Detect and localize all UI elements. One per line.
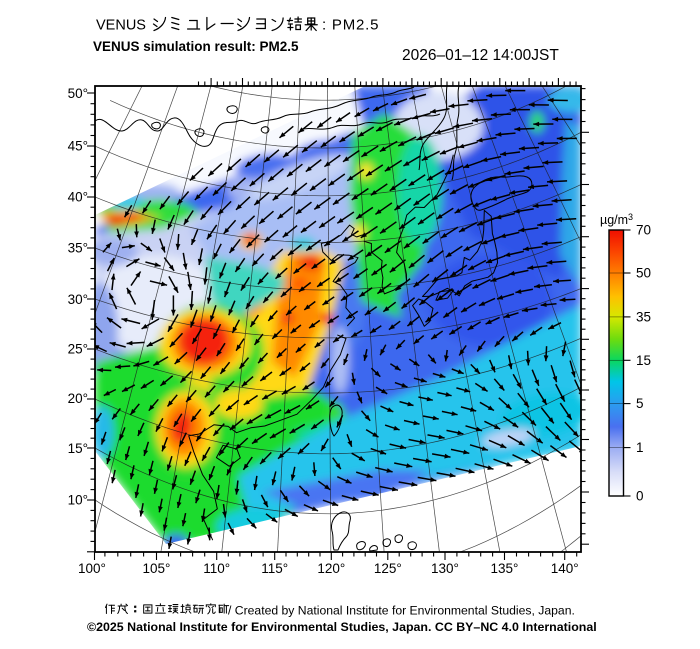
svg-text:VENUS: VENUS: [96, 18, 146, 34]
svg-text:30°: 30°: [68, 292, 88, 307]
svg-text:135°: 135°: [491, 561, 519, 576]
svg-text:15: 15: [636, 353, 651, 368]
svg-text:: PM2.5: : PM2.5: [322, 17, 379, 34]
svg-text:120°: 120°: [317, 561, 345, 576]
svg-text:15°: 15°: [68, 441, 88, 456]
svg-text:/ Created by National Institut: / Created by National Institute for Envi…: [228, 604, 575, 618]
svg-text:µg/m3: µg/m3: [600, 212, 633, 227]
svg-text:100°: 100°: [78, 561, 106, 576]
svg-text:1: 1: [636, 440, 644, 455]
svg-text:45°: 45°: [68, 138, 88, 153]
svg-text:130°: 130°: [431, 561, 459, 576]
svg-text:40°: 40°: [68, 190, 88, 205]
svg-text:25°: 25°: [68, 342, 88, 357]
svg-text:115°: 115°: [261, 561, 288, 576]
svg-text:110°: 110°: [203, 561, 230, 576]
svg-text:0: 0: [636, 489, 644, 504]
svg-text:50: 50: [636, 266, 651, 281]
svg-text:20°: 20°: [68, 391, 88, 406]
svg-text:105°: 105°: [143, 561, 171, 576]
svg-text:35: 35: [636, 309, 651, 324]
svg-text:70: 70: [636, 223, 651, 238]
svg-text:5: 5: [636, 396, 644, 411]
svg-text:50°: 50°: [68, 86, 88, 101]
svg-text:125°: 125°: [374, 561, 402, 576]
svg-text:10°: 10°: [68, 493, 88, 508]
svg-text:140°: 140°: [551, 561, 579, 576]
svg-text:35°: 35°: [68, 241, 88, 256]
